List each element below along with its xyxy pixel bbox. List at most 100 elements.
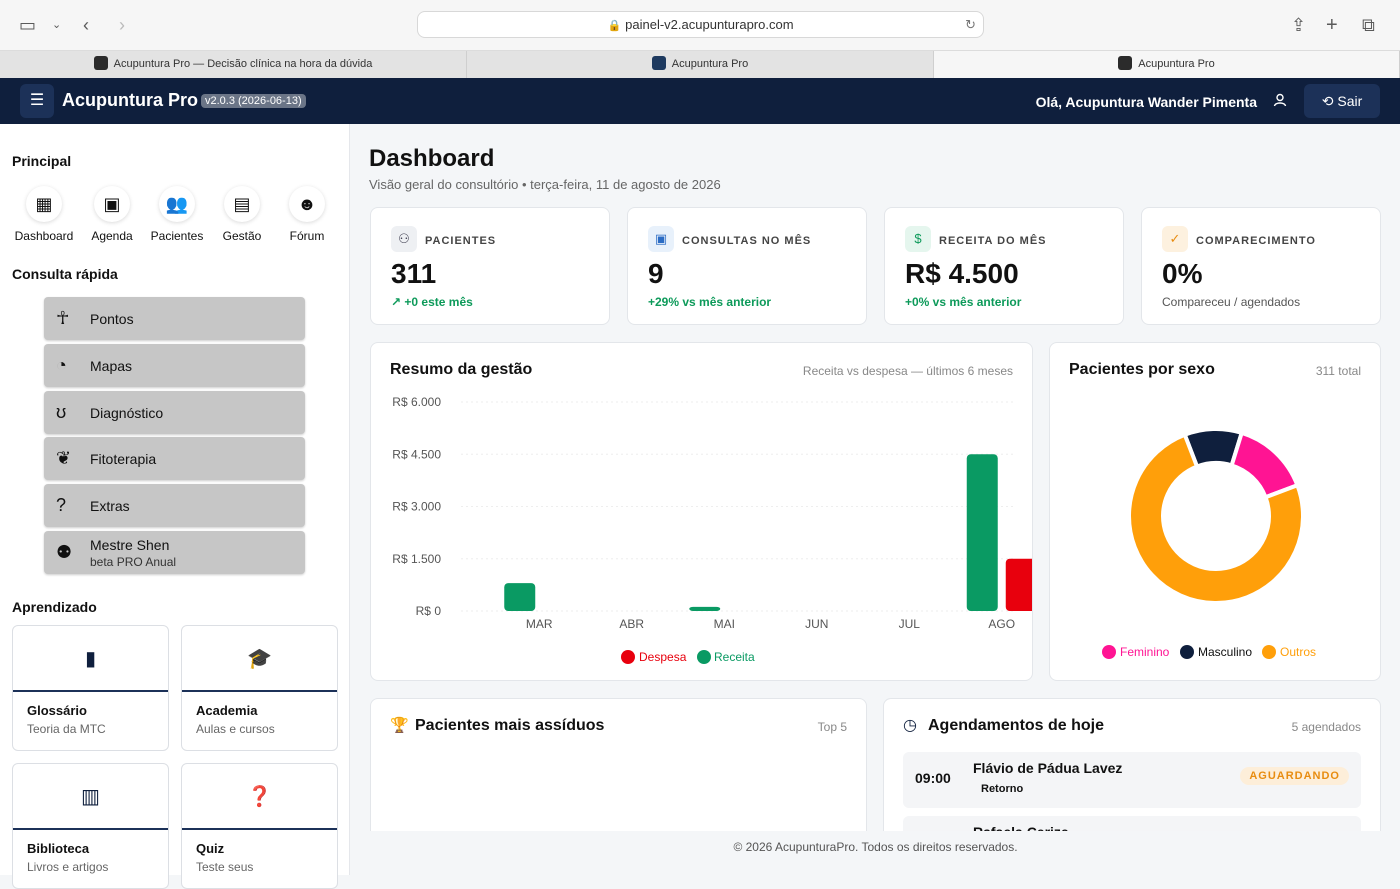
card-note: Receita vs despesa — últimos 6 meses [802, 364, 1013, 378]
dashboard-icon: ▦ [26, 186, 62, 222]
x-tick-label: JUN [805, 617, 828, 631]
section-title-aprendizado: Aprendizado [12, 599, 97, 615]
learn-quiz[interactable]: ❓ Quiz Teste seus [181, 763, 338, 889]
menu-toggle-button[interactable]: ☰ [20, 84, 54, 118]
y-tick-label: R$ 1.500 [392, 552, 441, 566]
donut-chart: Feminino Masculino Outros [1102, 427, 1316, 659]
nav-dashboard[interactable]: ▦ Dashboard [11, 186, 77, 243]
quick-pontos[interactable]: ☥ Pontos [44, 297, 305, 340]
question-circle-icon: ❓ [182, 764, 337, 830]
new-tab-icon[interactable]: + [1326, 14, 1338, 36]
forum-icon: ☻ [289, 186, 325, 222]
body-icon: ☥ [56, 308, 70, 328]
legend-swatch-receita [697, 650, 711, 664]
users-icon: 👥 [159, 186, 195, 222]
browser-tab-active[interactable]: Acupuntura Pro [934, 51, 1400, 78]
quick-mapas[interactable]: ◔ Mapas [44, 344, 305, 387]
robot-icon: ⚉ [56, 542, 73, 562]
user-icon[interactable] [1273, 93, 1287, 110]
register-icon: ▤ [224, 186, 260, 222]
legend-swatch-feminino [1102, 645, 1116, 659]
nav-gestao[interactable]: ▤ Gestão [209, 186, 275, 243]
clock-icon: ◷ [903, 717, 917, 734]
url-text: painel-v2.acupunturapro.com [625, 17, 794, 32]
calendar-icon: ▣ [94, 186, 130, 222]
back-icon[interactable]: ‹ [83, 15, 89, 35]
tab-overview-icon[interactable]: ⧉ [1362, 15, 1375, 35]
status-badge: AGUARDANDO [1240, 767, 1349, 785]
leaf-icon: ❦ [56, 448, 72, 468]
check-circle-icon: ✓ [1162, 226, 1188, 252]
nav-pacientes[interactable]: 👥 Pacientes [144, 186, 210, 243]
stat-card-pacientes: ⚇ PACIENTES 311 ↗ +0 este mês [370, 207, 610, 325]
learn-biblioteca[interactable]: ▥ Biblioteca Livros e artigos [12, 763, 169, 889]
browser-tab[interactable]: Acupuntura Pro — Decisão clínica na hora… [0, 51, 467, 78]
quick-mestre-shen[interactable]: ⚉ Mestre Shen beta PRO Anual [44, 531, 305, 574]
open-book-icon: ▥ [13, 764, 168, 830]
question-icon: ? [56, 495, 67, 515]
bar-receita [689, 606, 721, 611]
y-tick-label: R$ 3.000 [392, 500, 441, 514]
user-greeting: Olá, Acupuntura Wander Pimenta [1035, 94, 1257, 110]
graduation-cap-icon: 🎓 [182, 626, 337, 692]
address-bar[interactable]: 🔒 painel-v2.acupunturapro.com ↻ [417, 11, 984, 38]
y-tick-label: R$ 4.500 [392, 447, 441, 461]
app-favicon-icon [93, 56, 108, 70]
quick-diagnostico[interactable]: ʊ Diagnóstico [44, 391, 305, 434]
y-tick-label: R$ 6.000 [392, 395, 441, 409]
card-title: Pacientes mais assíduos [415, 717, 605, 734]
x-tick-label: ABR [619, 617, 644, 631]
donut-slice-outros [1127, 432, 1305, 605]
section-title-consulta: Consulta rápida [12, 266, 118, 282]
chart-card-gestao: Resumo da gestão Receita vs despesa — úl… [370, 342, 1033, 681]
card-note: 311 total [1315, 364, 1361, 378]
book-icon: ▮ [13, 626, 168, 692]
stethoscope-icon: ʊ [56, 402, 67, 422]
legend-label-feminino: Feminino [1120, 645, 1170, 659]
trophy-icon: 🏆 [390, 717, 409, 734]
browser-tab[interactable]: Acupuntura Pro [467, 51, 934, 78]
chevron-down-icon[interactable]: ⌄ [52, 19, 62, 31]
react-favicon-icon [651, 56, 666, 70]
ear-icon: ◔ [56, 355, 67, 375]
bar-despesa [1005, 558, 1032, 611]
legend-label-despesa: Despesa [639, 650, 687, 664]
legend-swatch-masculino [1180, 645, 1194, 659]
main-content: Dashboard Visão geral do consultório • t… [351, 124, 1400, 875]
x-tick-label: JUL [899, 617, 921, 631]
card-title: Agendamentos de hoje [928, 717, 1105, 734]
learn-glossario[interactable]: ▮ Glossário Teoria da MTC [12, 625, 169, 751]
learn-academia[interactable]: 🎓 Academia Aulas e cursos [181, 625, 338, 751]
legend-label-outros: Outros [1280, 645, 1316, 659]
x-tick-label: AGO [988, 617, 1015, 631]
share-icon[interactable]: ⇪ [1291, 15, 1307, 35]
bar-receita [504, 583, 536, 611]
lock-icon: 🔒 [607, 20, 622, 32]
logout-button[interactable]: ⟲ Sair [1304, 84, 1380, 118]
version-badge: v2.0.3 (2026-06-13) [201, 94, 306, 108]
x-tick-label: MAR [526, 617, 553, 631]
card-title: Pacientes por sexo [1069, 361, 1215, 378]
sidebar: Principal ▦ Dashboard ▣ Agenda 👥 Pacient… [0, 124, 350, 889]
page-subtitle: Visão geral do consultório • terça-feira… [369, 177, 721, 192]
x-tick-label: MAI [714, 617, 735, 631]
stat-card-receita: $ RECEITA DO MÊS R$ 4.500 +0% vs mês ant… [884, 207, 1124, 325]
quick-extras[interactable]: ? Extras [44, 484, 305, 527]
chart-card-sexo: Pacientes por sexo 311 total Feminino Mas… [1049, 342, 1381, 681]
page-title: Dashboard [369, 145, 495, 172]
logout-icon: ⟲ [1321, 93, 1334, 109]
app-header: ☰ Acupuntura Pro v2.0.3 (2026-06-13) Olá… [0, 78, 1400, 124]
stat-card-comparecimento: ✓ COMPARECIMENTO 0% Compareceu / agendad… [1141, 207, 1381, 325]
nav-agenda[interactable]: ▣ Agenda [79, 186, 145, 243]
appointment-item[interactable]: 09:00 Flávio de Pádua Lavez Retorno AGUA… [903, 752, 1361, 808]
legend-label-masculino: Masculino [1198, 645, 1252, 659]
sidebar-toggle-icon[interactable]: ▭ [19, 15, 37, 35]
reload-icon[interactable]: ↻ [965, 17, 976, 32]
legend-swatch-outros [1262, 645, 1276, 659]
card-title: Resumo da gestão [390, 361, 533, 378]
card-note: Top 5 [817, 720, 847, 734]
card-agendamentos: ◷ Agendamentos de hoje 5 agendados 09:00… [883, 698, 1381, 848]
quick-fitoterapia[interactable]: ❦ Fitoterapia [44, 437, 305, 480]
nav-forum[interactable]: ☻ Fórum [274, 186, 340, 243]
forward-icon[interactable]: › [119, 15, 125, 35]
